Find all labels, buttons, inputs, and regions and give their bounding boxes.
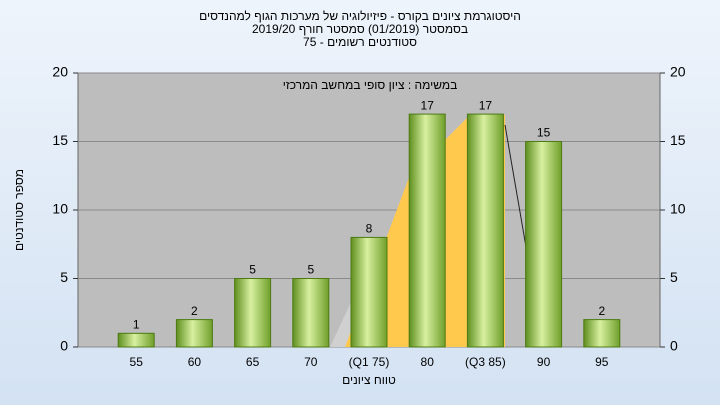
bar	[466, 113, 504, 348]
bar	[408, 113, 446, 348]
value-label: 1	[133, 317, 140, 331]
y-tick-label: 5	[60, 269, 68, 285]
value-label: 2	[598, 304, 605, 318]
x-tick-label: 60	[188, 355, 202, 369]
y-tick-label: 0	[60, 338, 68, 354]
bar	[583, 319, 621, 348]
y2-tick-label: 20	[670, 64, 686, 80]
x-tick-label: 90	[537, 355, 551, 369]
subtitle: במשימה : ציון סופי במחשב המרכזי	[283, 78, 458, 92]
y2-tick-label: 0	[670, 338, 678, 354]
x-tick-label: 80	[421, 355, 435, 369]
value-label: 8	[366, 222, 373, 236]
x-axis-label: טווח ציונים	[342, 373, 396, 387]
value-label: 15	[537, 126, 551, 140]
x-tick-label: (Q1 75)	[349, 355, 390, 369]
x-tick-label: 55	[130, 355, 144, 369]
bar	[175, 319, 213, 348]
x-tick-label: 65	[246, 355, 260, 369]
bar	[117, 332, 155, 348]
x-tick-label: (Q3 85)	[465, 355, 506, 369]
value-label: 17	[421, 98, 435, 112]
chart-title: סטודנטים רשומים - 75	[303, 35, 417, 49]
value-label: 5	[249, 263, 256, 277]
value-label: 5	[307, 263, 314, 277]
y-tick-label: 15	[52, 132, 68, 148]
value-label: 2	[191, 304, 198, 318]
y-tick-label: 10	[52, 201, 68, 217]
chart-title: בסמסטר (01/2019) סמסטר חורף 2019/20	[252, 22, 468, 36]
y2-tick-label: 10	[670, 201, 686, 217]
y2-tick-label: 15	[670, 132, 686, 148]
bar	[292, 278, 330, 348]
value-label: 17	[479, 98, 493, 112]
bar	[525, 141, 563, 348]
y-tick-label: 20	[52, 64, 68, 80]
x-tick-label: 95	[595, 355, 609, 369]
chart-title: היסטוגרמת ציונים בקורס - פיזיולוגיה של מ…	[199, 9, 521, 23]
bar	[234, 278, 272, 348]
y-axis-label: מספר סטודנטים	[12, 169, 26, 251]
y2-tick-label: 5	[670, 269, 678, 285]
x-tick-label: 70	[304, 355, 318, 369]
bar	[350, 236, 388, 348]
